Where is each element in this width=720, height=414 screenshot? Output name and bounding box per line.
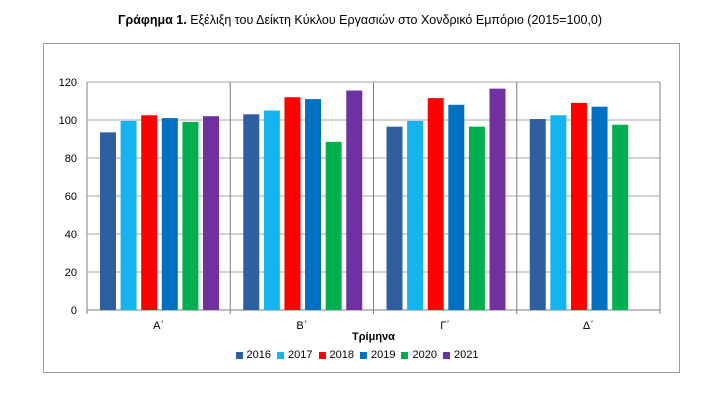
y-tick-label: 60 <box>65 191 77 203</box>
bar-2017-3 <box>407 120 424 310</box>
legend-item: 2019 <box>360 349 395 361</box>
bar-2016-1 <box>100 132 116 310</box>
legend-swatch <box>235 351 243 359</box>
bar-2018-3 <box>427 98 444 311</box>
bar-2018-2 <box>284 97 301 310</box>
bar-2016-4 <box>529 119 546 310</box>
chart-legend: 2016 2017 2018 2019 2020 2021 <box>0 349 720 361</box>
legend-label: 2019 <box>371 349 396 361</box>
bar-2021-3 <box>489 88 506 311</box>
bar-2016-2 <box>243 114 260 310</box>
bar-2021-1 <box>203 116 219 310</box>
bar-2017-2 <box>263 110 280 310</box>
chart-title-bold: Γράφημα 1. <box>117 13 187 27</box>
bar-2018-4 <box>570 102 587 311</box>
chart-title: Γράφημα 1. Εξέλιξη του Δείκτη Κύκλου Εργ… <box>0 13 720 27</box>
y-tick-label: 100 <box>59 115 77 127</box>
y-tick-label: 20 <box>65 267 77 279</box>
bar-2017-4 <box>550 115 567 310</box>
legend-item: 2017 <box>277 349 313 361</box>
y-tick-label: 120 <box>59 77 77 89</box>
legend-label: 2017 <box>288 349 313 361</box>
legend-item: 2016 <box>235 349 272 361</box>
x-tick-label: Β΄ <box>296 320 307 332</box>
bar-2016-3 <box>386 126 403 311</box>
y-tick-label: 80 <box>65 153 77 165</box>
legend-swatch <box>401 351 409 359</box>
legend-swatch <box>442 351 450 359</box>
bar-2019-1 <box>161 118 178 310</box>
legend-swatch <box>360 351 367 359</box>
y-tick-label: 40 <box>65 229 77 241</box>
bar-2020-2 <box>325 141 342 310</box>
legend-item: 2021 <box>442 349 479 361</box>
x-tick-label: Γ΄ <box>440 320 450 332</box>
x-axis-label: Τρίμηνα <box>352 331 395 343</box>
legend-label: 2020 <box>412 349 437 361</box>
legend-swatch <box>277 351 285 359</box>
bar-2017-1 <box>120 120 137 310</box>
bar-2019-2 <box>305 99 322 310</box>
legend-label: 2016 <box>246 349 272 361</box>
chart-title-text: Εξέλιξη του Δείκτη Κύκλου Εργασιών στο Χ… <box>186 13 602 27</box>
x-tick-label: Δ΄ <box>583 320 594 332</box>
bar-2020-1 <box>182 121 199 311</box>
y-tick-label: 0 <box>71 305 77 317</box>
legend-swatch <box>318 351 326 359</box>
x-tick-label: Α΄ <box>153 320 164 332</box>
legend-item: 2020 <box>401 349 437 361</box>
bar-2020-4 <box>612 124 629 310</box>
legend-label: 2018 <box>329 349 354 361</box>
legend-item: 2018 <box>318 349 354 361</box>
bar-2018-1 <box>141 115 158 310</box>
bar-2020-3 <box>468 126 485 311</box>
legend-label: 2021 <box>453 349 479 361</box>
bar-2021-2 <box>346 90 363 310</box>
bar-2019-4 <box>591 106 608 310</box>
bar-2019-3 <box>448 104 465 310</box>
